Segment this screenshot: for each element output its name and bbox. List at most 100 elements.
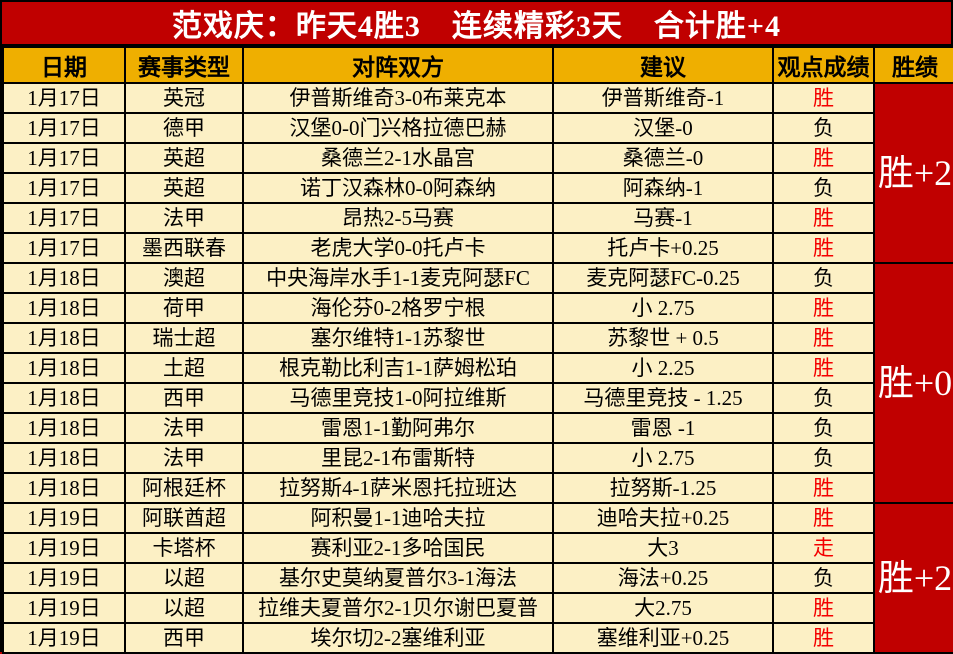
column-header-match: 对阵双方 bbox=[242, 46, 554, 84]
date-cell: 1月19日 bbox=[2, 562, 126, 594]
date-cell: 1月18日 bbox=[2, 442, 126, 474]
date-cell: 1月19日 bbox=[2, 502, 126, 534]
result-cell: 负 bbox=[772, 172, 875, 204]
date-cell: 1月17日 bbox=[2, 82, 126, 114]
result-cell: 负 bbox=[772, 112, 875, 144]
match-cell: 伊普斯维奇3-0布莱克本 bbox=[242, 82, 554, 114]
tip-cell: 马德里竞技 - 1.25 bbox=[552, 382, 774, 414]
result-cell: 胜 bbox=[772, 142, 875, 174]
date-cell: 1月18日 bbox=[2, 382, 126, 414]
league-cell: 瑞士超 bbox=[124, 322, 244, 354]
league-cell: 法甲 bbox=[124, 442, 244, 474]
table-row: 1月17日 德甲 汉堡0-0门兴格拉德巴赫 汉堡-0 负 bbox=[2, 112, 953, 144]
league-cell: 土超 bbox=[124, 352, 244, 384]
date-cell: 1月19日 bbox=[2, 532, 126, 564]
column-header-result: 观点成绩 bbox=[772, 46, 875, 84]
result-cell: 胜 bbox=[772, 82, 875, 114]
result-cell: 走 bbox=[772, 532, 875, 564]
match-cell: 老虎大学0-0托卢卡 bbox=[242, 232, 554, 264]
tip-cell: 大2.75 bbox=[552, 592, 774, 624]
result-cell: 胜 bbox=[772, 352, 875, 384]
table-row: 1月17日 法甲 昂热2-5马赛 马赛-1 胜 bbox=[2, 202, 953, 234]
match-cell: 诺丁汉森林0-0阿森纳 bbox=[242, 172, 554, 204]
group-record-cell: 胜+2 bbox=[873, 82, 953, 264]
date-cell: 1月19日 bbox=[2, 622, 126, 654]
tip-cell: 小 2.75 bbox=[552, 442, 774, 474]
date-cell: 1月18日 bbox=[2, 412, 126, 444]
result-cell: 胜 bbox=[772, 592, 875, 624]
result-cell: 胜 bbox=[772, 292, 875, 324]
column-header-tip: 建议 bbox=[552, 46, 774, 84]
tip-cell: 苏黎世 + 0.5 bbox=[552, 322, 774, 354]
league-cell: 墨西联春 bbox=[124, 232, 244, 264]
tip-cell: 迪哈夫拉+0.25 bbox=[552, 502, 774, 534]
result-cell: 胜 bbox=[772, 622, 875, 654]
date-cell: 1月17日 bbox=[2, 142, 126, 174]
date-cell: 1月18日 bbox=[2, 322, 126, 354]
date-cell: 1月18日 bbox=[2, 262, 126, 294]
date-cell: 1月19日 bbox=[2, 592, 126, 624]
header-row: 日期 赛事类型 对阵双方 建议 观点成绩 胜绩 bbox=[2, 46, 953, 84]
league-cell: 西甲 bbox=[124, 382, 244, 414]
result-cell: 胜 bbox=[772, 502, 875, 534]
tip-cell: 小 2.25 bbox=[552, 352, 774, 384]
league-cell: 法甲 bbox=[124, 412, 244, 444]
tip-cell: 马赛-1 bbox=[552, 202, 774, 234]
match-cell: 汉堡0-0门兴格拉德巴赫 bbox=[242, 112, 554, 144]
result-cell: 负 bbox=[772, 382, 875, 414]
league-cell: 阿根廷杯 bbox=[124, 472, 244, 504]
tip-cell: 大3 bbox=[552, 532, 774, 564]
date-cell: 1月17日 bbox=[2, 112, 126, 144]
tip-cell: 阿森纳-1 bbox=[552, 172, 774, 204]
column-header-league: 赛事类型 bbox=[124, 46, 244, 84]
date-cell: 1月18日 bbox=[2, 352, 126, 384]
match-cell: 海伦芬0-2格罗宁根 bbox=[242, 292, 554, 324]
table-row: 1月19日 以超 基尔史莫纳夏普尔3-1海法 海法+0.25 负 bbox=[2, 562, 953, 594]
match-cell: 基尔史莫纳夏普尔3-1海法 bbox=[242, 562, 554, 594]
match-cell: 雷恩1-1勤阿弗尔 bbox=[242, 412, 554, 444]
tip-cell: 拉努斯-1.25 bbox=[552, 472, 774, 504]
date-cell: 1月17日 bbox=[2, 172, 126, 204]
table-row: 1月19日 阿联酋超 阿积曼1-1迪哈夫拉 迪哈夫拉+0.25 胜 胜+2 bbox=[2, 502, 953, 654]
table-row: 1月17日 墨西联春 老虎大学0-0托卢卡 托卢卡+0.25 胜 bbox=[2, 232, 953, 264]
result-cell: 负 bbox=[772, 412, 875, 444]
league-cell: 以超 bbox=[124, 562, 244, 594]
tip-cell: 海法+0.25 bbox=[552, 562, 774, 594]
league-cell: 卡塔杯 bbox=[124, 532, 244, 564]
league-cell: 荷甲 bbox=[124, 292, 244, 324]
group-record-cell: 胜+0 bbox=[873, 262, 953, 504]
page-title: 范戏庆：昨天4胜3 连续精彩3天 合计胜+4 bbox=[2, 2, 951, 46]
league-cell: 澳超 bbox=[124, 262, 244, 294]
match-cell: 里昆2-1布雷斯特 bbox=[242, 442, 554, 474]
group-record-cell: 胜+2 bbox=[873, 502, 953, 654]
date-cell: 1月18日 bbox=[2, 292, 126, 324]
table-row: 1月18日 荷甲 海伦芬0-2格罗宁根 小 2.75 胜 bbox=[2, 292, 953, 324]
tip-cell: 伊普斯维奇-1 bbox=[552, 82, 774, 114]
match-cell: 阿积曼1-1迪哈夫拉 bbox=[242, 502, 554, 534]
result-cell: 胜 bbox=[772, 322, 875, 354]
table-row: 1月19日 以超 拉维夫夏普尔2-1贝尔谢巴夏普 大2.75 胜 bbox=[2, 592, 953, 624]
date-cell: 1月17日 bbox=[2, 232, 126, 264]
league-cell: 德甲 bbox=[124, 112, 244, 144]
match-cell: 根克勒比利吉1-1萨姆松珀 bbox=[242, 352, 554, 384]
table-row: 1月18日 澳超 中央海岸水手1-1麦克阿瑟FC 麦克阿瑟FC-0.25 负 胜… bbox=[2, 262, 953, 504]
match-cell: 马德里竞技1-0阿拉维斯 bbox=[242, 382, 554, 414]
tip-cell: 小 2.75 bbox=[552, 292, 774, 324]
league-cell: 西甲 bbox=[124, 622, 244, 654]
result-cell: 负 bbox=[772, 562, 875, 594]
match-cell: 赛利亚2-1多哈国民 bbox=[242, 532, 554, 564]
table-row: 1月18日 西甲 马德里竞技1-0阿拉维斯 马德里竞技 - 1.25 负 bbox=[2, 382, 953, 414]
column-header-record: 胜绩 bbox=[873, 46, 953, 84]
result-cell: 胜 bbox=[772, 202, 875, 234]
tip-cell: 汉堡-0 bbox=[552, 112, 774, 144]
league-cell: 以超 bbox=[124, 592, 244, 624]
table-row: 1月18日 土超 根克勒比利吉1-1萨姆松珀 小 2.25 胜 bbox=[2, 352, 953, 384]
match-cell: 埃尔切2-2塞维利亚 bbox=[242, 622, 554, 654]
table-row: 1月19日 西甲 埃尔切2-2塞维利亚 塞维利亚+0.25 胜 bbox=[2, 622, 953, 654]
date-cell: 1月18日 bbox=[2, 472, 126, 504]
tip-cell: 雷恩 -1 bbox=[552, 412, 774, 444]
match-cell: 昂热2-5马赛 bbox=[242, 202, 554, 234]
match-cell: 拉努斯4-1萨米恩托拉班达 bbox=[242, 472, 554, 504]
result-cell: 胜 bbox=[772, 232, 875, 264]
table-row: 1月18日 法甲 雷恩1-1勤阿弗尔 雷恩 -1 负 bbox=[2, 412, 953, 444]
